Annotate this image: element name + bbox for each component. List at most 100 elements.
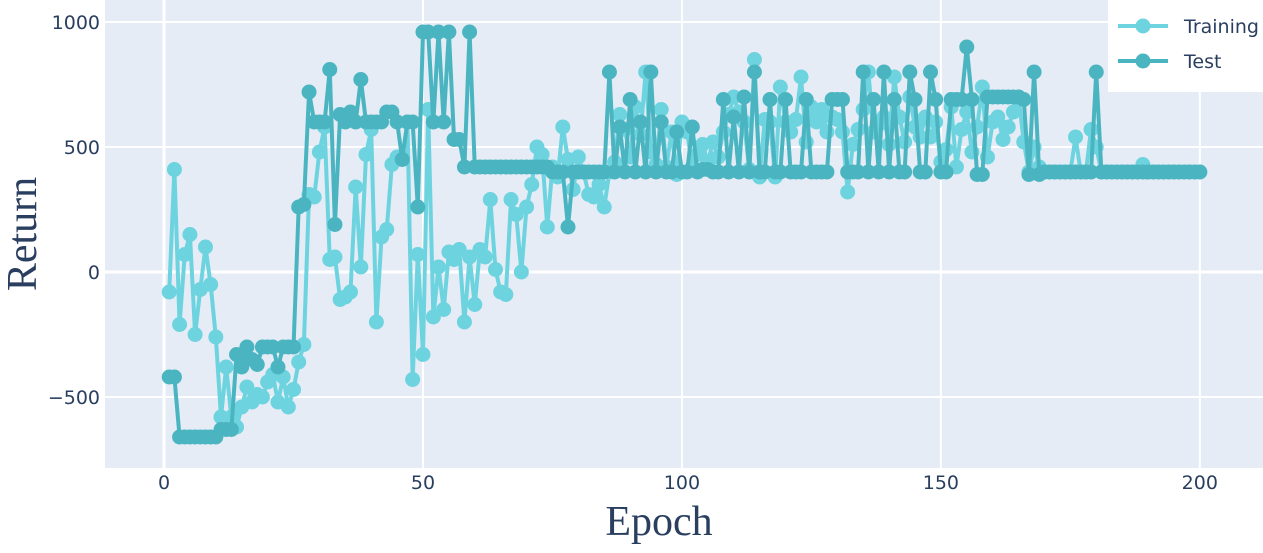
point	[902, 64, 918, 80]
point	[1068, 129, 1084, 145]
point	[731, 164, 747, 180]
point	[596, 164, 612, 180]
point	[1021, 167, 1037, 182]
point	[197, 239, 213, 255]
y-axis-title: Return	[0, 177, 46, 291]
y-tick-label: −500	[48, 387, 100, 409]
point	[477, 249, 493, 265]
point	[456, 159, 472, 175]
point	[762, 92, 778, 107]
point	[721, 164, 737, 180]
point	[964, 92, 980, 107]
y-tick-label: 0	[88, 262, 100, 284]
point	[845, 137, 861, 152]
point	[451, 242, 467, 257]
point	[482, 192, 498, 207]
point	[627, 164, 643, 180]
point	[959, 39, 975, 55]
point	[166, 369, 182, 385]
point	[560, 219, 576, 235]
point	[487, 262, 503, 277]
legend-label: Test	[1183, 51, 1221, 73]
point	[286, 382, 302, 397]
point	[798, 92, 814, 107]
legend-marker	[1135, 53, 1151, 69]
point	[358, 147, 374, 162]
point	[524, 177, 540, 192]
x-tick-label: 100	[664, 472, 700, 494]
point	[591, 177, 607, 192]
point	[772, 79, 788, 95]
point	[995, 132, 1011, 147]
point	[508, 207, 524, 222]
legend-marker	[1135, 18, 1151, 34]
point	[218, 359, 234, 375]
point	[814, 102, 830, 117]
point	[503, 192, 519, 207]
point	[441, 24, 457, 40]
point	[586, 189, 602, 205]
point	[208, 329, 224, 345]
point	[270, 359, 286, 375]
point	[203, 277, 219, 292]
point	[886, 92, 902, 107]
point	[897, 164, 913, 180]
point	[705, 134, 721, 150]
point	[342, 284, 358, 300]
point	[746, 64, 762, 80]
point	[451, 132, 467, 147]
point	[881, 164, 897, 180]
point	[990, 109, 1006, 125]
series-group	[161, 24, 1208, 445]
point	[954, 92, 970, 107]
point	[612, 107, 628, 122]
point	[834, 92, 850, 107]
point	[317, 114, 333, 130]
y-tick-label: 500	[64, 137, 100, 159]
point	[1016, 92, 1032, 107]
legend-box	[1108, 0, 1263, 92]
point	[679, 164, 695, 180]
legend-label: Training	[1183, 16, 1259, 38]
point	[669, 124, 685, 140]
point	[161, 284, 177, 300]
point	[555, 164, 571, 180]
point	[462, 24, 478, 40]
point	[850, 164, 866, 180]
point	[1083, 164, 1099, 180]
point	[622, 92, 638, 107]
point	[840, 184, 856, 200]
point	[1088, 64, 1104, 80]
grid	[105, 0, 1263, 468]
point	[177, 247, 193, 262]
point	[234, 359, 250, 375]
point	[410, 247, 426, 262]
point	[249, 357, 265, 372]
point	[254, 389, 270, 405]
point	[425, 309, 441, 325]
point	[425, 114, 441, 130]
point	[741, 164, 757, 180]
point	[239, 339, 255, 355]
point	[405, 372, 421, 387]
point	[653, 114, 669, 130]
point	[394, 152, 410, 167]
point	[632, 114, 648, 130]
point	[778, 92, 794, 107]
ticks: 0 50 100 150 200 −500 0 500 1000	[48, 12, 1218, 494]
point	[166, 162, 182, 177]
point	[726, 109, 742, 125]
point	[431, 24, 447, 40]
x-tick-label: 150	[923, 472, 959, 494]
point	[389, 114, 405, 130]
point	[607, 164, 623, 180]
point	[876, 109, 892, 125]
point	[467, 297, 483, 312]
point	[928, 92, 944, 107]
point	[280, 399, 296, 415]
point	[213, 409, 229, 425]
point	[788, 112, 804, 127]
point	[539, 219, 555, 235]
point	[736, 89, 752, 105]
point	[866, 92, 882, 107]
